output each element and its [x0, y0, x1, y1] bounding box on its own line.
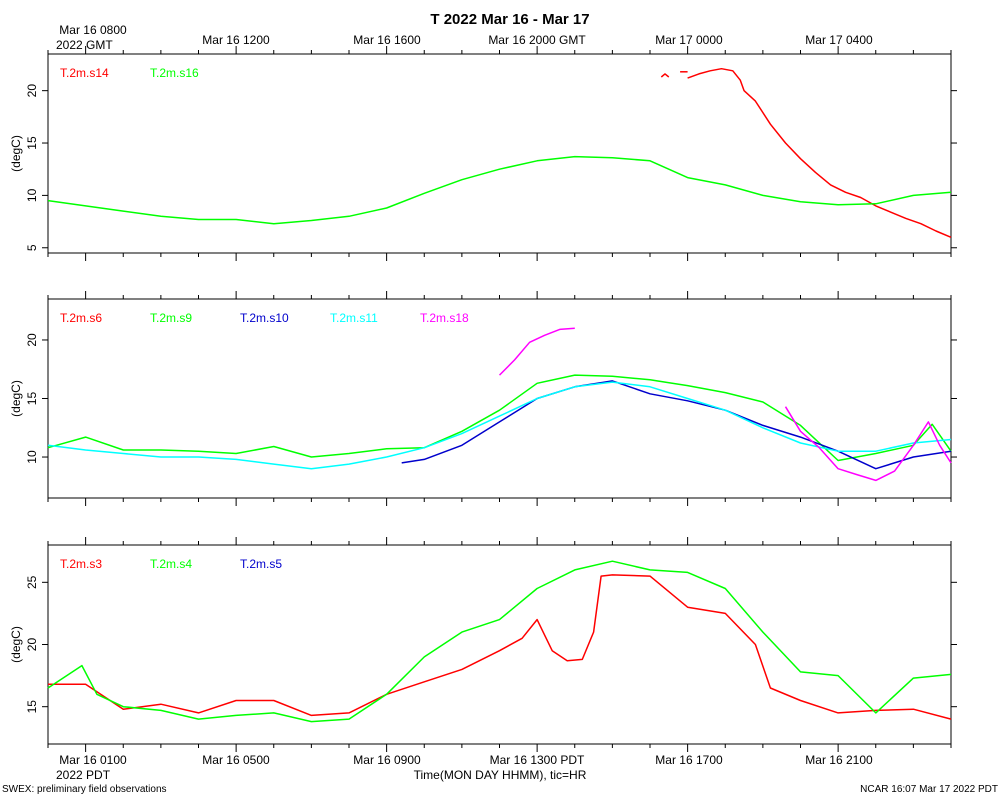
series-line-T.2m.s18	[498, 327, 575, 376]
chart-panel-2: 10 15 20 (degC) T.2m.s6 T.2m.s9 T.2m.s10 T.2m.s…	[9, 291, 957, 506]
x-axis-label: Time(MON DAY HHMM), tic=HR	[414, 768, 587, 782]
top-time-label: Mar 17 0400	[805, 33, 873, 47]
top-time-sublabel: 2022 GMT	[56, 38, 113, 52]
y-tick-label: 15	[25, 136, 39, 150]
series-line-T.2m.s10	[401, 380, 952, 470]
legend-entry: T.2m.s3	[60, 557, 102, 571]
bottom-time-label: Mar 16 0500	[202, 753, 270, 767]
series-line-T.2m.s11	[47, 381, 952, 470]
legend-entry: T.2m.s10	[240, 311, 289, 325]
bottom-time-label: Mar 16 0100	[59, 753, 127, 767]
footer-right: NCAR 16:07 Mar 17 2022 PDT	[860, 784, 998, 795]
series-line-T.2m.s14	[660, 73, 670, 78]
legend-entry: T.2m.s16	[150, 66, 199, 80]
legend-entry: T.2m.s14	[60, 66, 109, 80]
top-time-label: Mar 16 1200	[202, 33, 270, 47]
top-time-labels: Mar 16 0800 Mar 16 1200 Mar 16 1600 Mar …	[56, 23, 873, 52]
y-tick-label: 10	[25, 188, 39, 202]
footer-left: SWEX: preliminary field observations	[2, 784, 167, 795]
bottom-time-labels: Mar 16 0100 Mar 16 0500 Mar 16 0900 Mar …	[56, 753, 873, 782]
bottom-time-label: Mar 16 1700	[655, 753, 723, 767]
legend-entry: T.2m.s18	[420, 311, 469, 325]
series-line-T.2m.s18	[784, 406, 952, 482]
plot-frame	[47, 544, 952, 745]
legend-entry: T.2m.s11	[330, 311, 378, 325]
y-axis-label: (degC)	[9, 380, 23, 417]
y-axis-label: (degC)	[9, 135, 23, 172]
plot-frame	[47, 298, 952, 499]
plot-frame	[47, 53, 952, 254]
chart-panel-1: 5 10 15 20 (degC) T.2m.s14 T.2m.s16	[9, 46, 957, 261]
y-tick-label: 20	[25, 638, 39, 652]
y-tick-label: 20	[25, 333, 39, 347]
y-tick-label: 15	[25, 392, 39, 406]
series-line-T.2m.s4	[47, 560, 952, 723]
y-axis-label: (degC)	[9, 626, 23, 663]
top-time-label: Mar 17 0000	[655, 33, 723, 47]
bottom-time-sublabel: 2022 PDT	[56, 768, 111, 782]
top-time-label: Mar 16 1600	[353, 33, 421, 47]
y-tick-label: 10	[25, 450, 39, 464]
top-time-label: Mar 16 0800	[59, 23, 127, 37]
series-line-T.2m.s9	[47, 374, 952, 462]
series-line-T.2m.s3	[48, 574, 952, 720]
y-tick-label: 20	[25, 84, 39, 98]
top-time-label: Mar 16 2000 GMT	[488, 33, 586, 47]
bottom-time-label: Mar 16 0900	[353, 753, 421, 767]
series-line-T.2m.s14	[687, 67, 952, 238]
legend-entry: T.2m.s4	[150, 557, 192, 571]
series-line-T.2m.s16	[47, 155, 952, 225]
legend-entry: T.2m.s6	[60, 311, 102, 325]
y-tick-label: 15	[25, 700, 39, 714]
legend-entry: T.2m.s5	[240, 557, 282, 571]
chart-title: T 2022 Mar 16 - Mar 17	[430, 11, 589, 28]
bottom-time-label: Mar 16 1300 PDT	[490, 753, 585, 767]
y-tick-label: 5	[25, 244, 39, 251]
y-tick-label: 25	[25, 575, 39, 589]
legend-entry: T.2m.s9	[150, 311, 192, 325]
chart-panel-3: 15 20 25 (degC) T.2m.s3 T.2m.s4 T.2m.s5	[9, 537, 957, 752]
bottom-time-label: Mar 16 2100	[805, 753, 873, 767]
